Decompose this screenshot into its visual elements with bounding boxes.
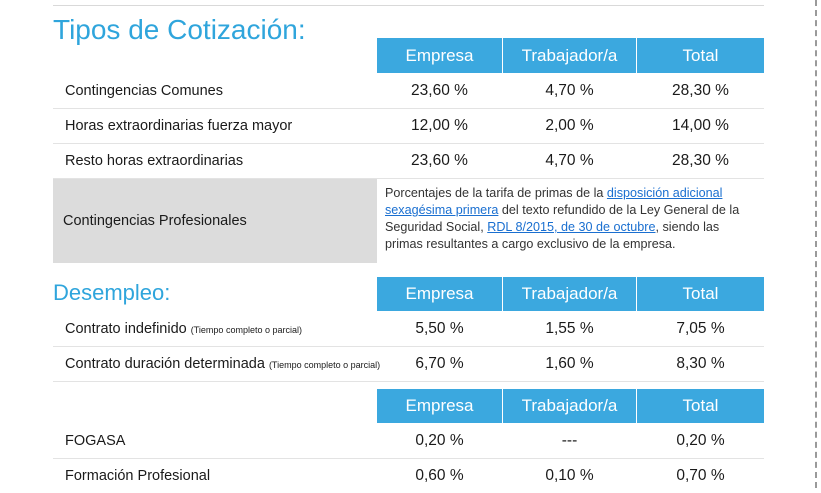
row-label-text: Contrato duración determinada [65,356,265,372]
row-label: Resto horas extraordinarias [65,153,244,169]
row-label: Horas extraordinarias fuerza mayor [65,118,293,134]
table-row: Formación Profesional 0,60 % 0,10 % 0,70… [53,459,764,493]
cell-empresa: 0,60 % [415,467,464,484]
contingencias-profesionales-row: Contingencias Profesionales Porcentajes … [53,179,764,263]
cell-empresa: 0,20 % [415,432,464,449]
page-edge-border [815,0,817,488]
cell-trabajador: 0,10 % [545,467,594,484]
section-title-tipos-cotizacion: Tipos de Cotización: [53,14,306,45]
table-row: Resto horas extraordinarias 23,60 % 4,70… [53,144,764,179]
cell-empresa: 23,60 % [411,152,468,169]
row-label: Contrato indefinido (Tiempo completo o p… [65,312,302,346]
cell-total: 0,20 % [676,432,725,449]
link-disposicion-adicional[interactable]: disposición adicional sexagésima primera [385,186,723,217]
cell-total: 28,30 % [672,152,729,169]
cell-empresa: 12,00 % [411,117,468,134]
table-row: Contrato duración determinada (Tiempo co… [53,347,764,382]
row-label: Contingencias Profesionales [53,179,377,263]
cell-trabajador: 2,00 % [545,117,594,134]
cell-total: 8,30 % [676,355,725,372]
header-empresa: Empresa [377,277,502,311]
description-text: , siendo las primas resultantes a cargo … [385,220,720,251]
header-empresa: Empresa [377,38,502,73]
row-label: Formación Profesional [65,468,211,484]
profesionales-description: Porcentajes de la tarifa de primas de la… [385,185,757,253]
cell-trabajador: 1,55 % [545,320,594,337]
table-row: Contingencias Comunes 23,60 % 4,70 % 28,… [53,74,764,109]
header-total: Total [637,38,764,73]
row-label-text: Contrato indefinido [65,321,187,337]
header-trabajador: Trabajador/a [503,389,636,423]
table-row: FOGASA 0,20 % --- 0,20 % [53,424,764,459]
link-rdl-8-2015[interactable]: RDL 8/2015, de 30 de octubre [487,220,656,234]
cell-total: 28,30 % [672,82,729,99]
row-label-note: (Tiempo completo o parcial) [268,360,381,370]
header-total: Total [637,277,764,311]
table-row: Contrato indefinido (Tiempo completo o p… [53,312,764,347]
header-trabajador: Trabajador/a [503,38,636,73]
top-divider [53,5,764,6]
cell-empresa: 23,60 % [411,82,468,99]
section-title-desempleo: Desempleo: [53,280,171,305]
row-label: Contingencias Comunes [65,83,223,99]
header-empresa: Empresa [377,389,502,423]
cell-trabajador: 4,70 % [545,82,594,99]
header-total: Total [637,389,764,423]
row-label: FOGASA [65,433,126,449]
row-label: Contrato duración determinada (Tiempo co… [65,347,380,381]
row-label-note: (Tiempo completo o parcial) [190,325,302,335]
description-text: del texto refundido de la Ley General de… [385,203,740,234]
table-row: Horas extraordinarias fuerza mayor 12,00… [53,109,764,144]
cell-total: 14,00 % [672,117,729,134]
cell-trabajador: --- [561,432,578,449]
cell-empresa: 5,50 % [415,320,464,337]
description-text: Porcentajes de la tarifa de primas de la [385,186,607,200]
cell-trabajador: 1,60 % [545,355,594,372]
header-trabajador: Trabajador/a [503,277,636,311]
cell-total: 7,05 % [676,320,725,337]
cell-total: 0,70 % [676,467,725,484]
cell-empresa: 6,70 % [415,355,464,372]
cell-trabajador: 4,70 % [545,152,594,169]
